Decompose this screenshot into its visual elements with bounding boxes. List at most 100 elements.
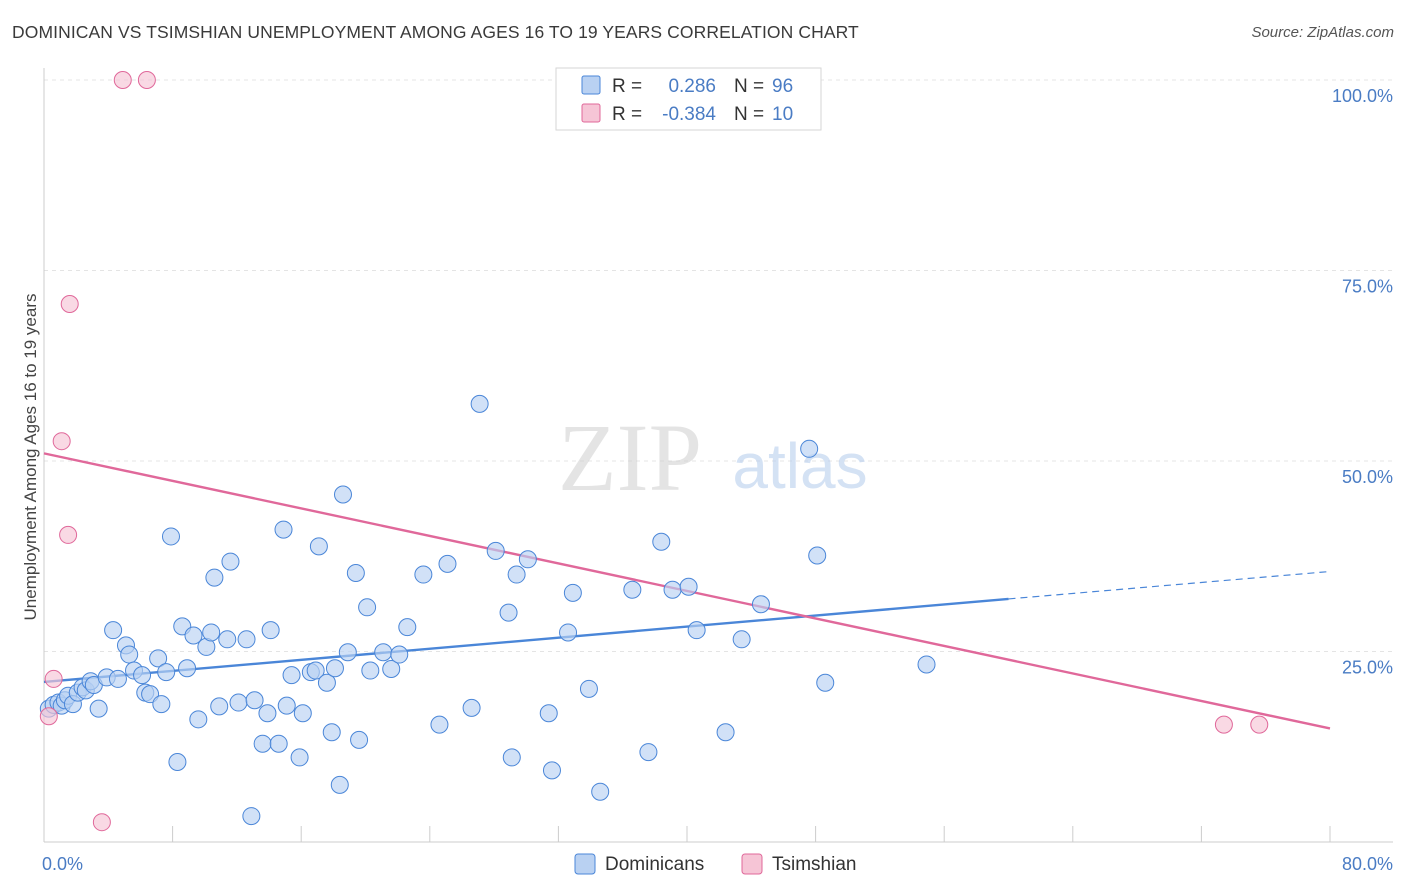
legend-bottom: Dominicans Tsimshian [574, 853, 856, 875]
legend-bottom-label-tsimshian: Tsimshian [772, 854, 856, 875]
point-dominicans [218, 630, 237, 649]
watermark-zip: ZIP [558, 404, 702, 511]
point-dominicans [559, 623, 578, 642]
point-dominicans [507, 565, 526, 584]
point-dominicans [502, 748, 521, 767]
grid-lines [44, 79, 1395, 652]
point-dominicans [539, 704, 558, 723]
point-dominicans [141, 685, 160, 704]
point-dominicans [398, 618, 417, 637]
legend-r-label-dominicans: R = [612, 76, 647, 97]
point-dominicans [120, 645, 139, 664]
legend-n-value-tsimshian: 10 [772, 104, 793, 125]
x-tick-label-min: 0.0% [42, 854, 83, 874]
point-dominicans [486, 541, 505, 560]
point-dominicans [808, 546, 827, 565]
point-dominicans [133, 666, 152, 685]
point-dominicans [732, 630, 751, 649]
legend-bottom-swatch-tsimshian [741, 853, 763, 875]
point-dominicans [306, 661, 325, 680]
point-dominicans [253, 734, 272, 753]
point-dominicans [639, 743, 658, 762]
point-dominicans [816, 673, 835, 692]
legend-r-label-tsimshian: R = [612, 104, 647, 125]
point-tsimshian [92, 813, 111, 832]
legend-top: R = 0.286 N = 96 R = -0.384 N = 10 [555, 67, 822, 131]
chart-title: DOMINICAN VS TSIMSHIAN UNEMPLOYMENT AMON… [12, 22, 859, 42]
point-dominicans [221, 552, 240, 571]
point-dominicans [679, 577, 698, 596]
point-dominicans [499, 603, 518, 622]
point-tsimshian [59, 525, 78, 544]
point-dominicans [269, 734, 288, 753]
x-tick-label-max: 80.0% [1342, 854, 1393, 874]
legend-swatch-tsimshian [581, 103, 601, 123]
point-dominicans [229, 693, 248, 712]
point-dominicans [325, 659, 344, 678]
legend-n-value-dominicans: 96 [772, 76, 793, 97]
point-dominicans [258, 704, 277, 723]
point-dominicans [623, 580, 642, 599]
legend-r-value-dominicans: 0.286 [668, 76, 716, 97]
point-dominicans [277, 696, 296, 715]
point-dominicans [89, 699, 108, 718]
point-tsimshian [44, 669, 63, 688]
point-dominicans [322, 723, 341, 742]
point-dominicans [438, 554, 457, 573]
point-dominicans [338, 643, 357, 662]
point-dominicans [358, 598, 377, 617]
point-dominicans [563, 583, 582, 602]
point-dominicans [242, 807, 261, 826]
y-tick-label: 100.0% [1332, 86, 1393, 106]
point-dominicans [161, 527, 180, 546]
legend-n-label-dominicans: N = [734, 76, 769, 97]
point-dominicans [317, 673, 336, 692]
point-tsimshian [39, 707, 58, 726]
point-dominicans [361, 661, 380, 680]
point-tsimshian [137, 71, 156, 89]
chart-source: Source: ZipAtlas.com [1251, 24, 1394, 41]
point-dominicans [346, 564, 365, 583]
point-tsimshian [60, 295, 79, 314]
point-tsimshian [1214, 715, 1233, 734]
point-dominicans [330, 775, 349, 794]
point-dominicans [333, 485, 352, 504]
legend-n-label-tsimshian: N = [734, 104, 769, 125]
point-dominicans [542, 761, 561, 780]
axes: 25.0% 50.0% 75.0% 100.0% 0.0% 80.0% [42, 68, 1393, 874]
point-dominicans [168, 752, 187, 771]
point-dominicans [309, 537, 328, 556]
y-tick-label: 25.0% [1342, 658, 1393, 678]
point-dominicans [274, 520, 293, 539]
point-dominicans [663, 580, 682, 599]
y-axis-title: Unemployment Among Ages 16 to 19 years [21, 294, 40, 621]
point-dominicans [178, 659, 197, 678]
data-points [39, 71, 1269, 832]
watermark-atlas: atlas [732, 430, 867, 502]
point-dominicans [382, 660, 401, 679]
point-dominicans [518, 550, 537, 569]
y-tick-label: 75.0% [1342, 277, 1393, 297]
trend-line-dominicans [43, 597, 1009, 684]
point-dominicans [205, 568, 224, 587]
point-dominicans [470, 394, 489, 413]
point-dominicans [245, 691, 264, 710]
point-dominicans [210, 697, 229, 716]
point-dominicans [282, 666, 301, 685]
point-dominicans [104, 621, 123, 640]
point-dominicans [202, 623, 221, 642]
point-dominicans [157, 663, 176, 682]
legend-swatch-dominicans [581, 75, 601, 95]
point-dominicans [374, 643, 393, 662]
point-tsimshian [113, 71, 132, 89]
point-dominicans [189, 710, 208, 729]
y-tick-label: 50.0% [1342, 467, 1393, 487]
point-dominicans [414, 565, 433, 584]
point-dominicans [579, 679, 598, 698]
point-dominicans [237, 630, 256, 649]
point-dominicans [652, 532, 671, 551]
point-dominicans [716, 723, 735, 742]
point-dominicans [917, 655, 936, 674]
point-tsimshian [1250, 715, 1269, 734]
